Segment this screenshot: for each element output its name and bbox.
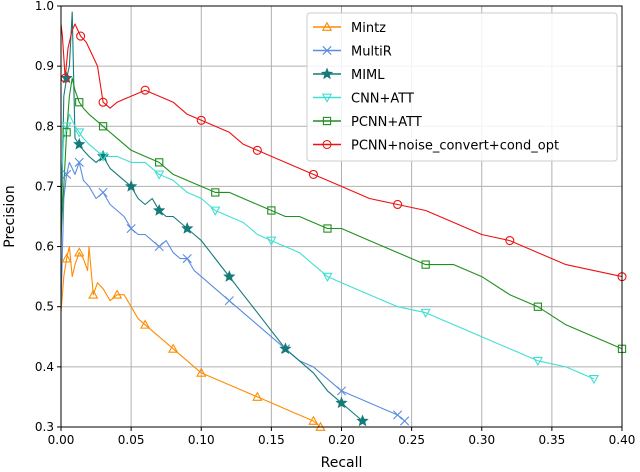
series-point-miml: [279, 342, 292, 355]
series-point-mintz: [111, 289, 123, 299]
series-point-mintz: [308, 415, 319, 425]
legend-marker: [321, 93, 333, 103]
series-point-pcnn-att: [98, 122, 108, 131]
series-point-multir: [126, 223, 136, 234]
y-axis-ticks: 0.3 0.4 0.5 0.6 0.7 0.8 0.9 1.0: [35, 0, 61, 434]
series-point-cnn-att: [532, 356, 543, 367]
legend-label: PCNN+noise_convert+cond_opt: [351, 139, 559, 154]
x-axis-ticks: 0.00 0.05 0.10 0.15 0.20 0.25 0.30 0.35 0.40: [48, 427, 636, 447]
series-point-miml: [335, 396, 348, 409]
series-point-pcnn-noise-convert-cond-opt: [196, 115, 206, 125]
series-point-cnn-att: [97, 152, 109, 162]
series-point-pcnn-noise-convert-cond-opt: [393, 199, 403, 210]
series-line-multir: [60, 161, 405, 422]
legend-label: MultiR: [351, 45, 392, 60]
x-axis-label: Recall: [321, 455, 363, 471]
series-point-cnn-att: [420, 308, 431, 319]
series-point-miml: [356, 414, 369, 427]
legend: Mintz MultiR MIML CNN+ATT PCNN+ATT PCNN+noise…: [306, 12, 618, 162]
series-point-miml: [153, 204, 166, 216]
x-tick-label: 0.30: [468, 433, 495, 447]
x-tick-label: 0.35: [539, 433, 566, 447]
series-point-cnn-att: [266, 236, 277, 246]
series-point-mintz: [168, 343, 179, 353]
legend-marker: [321, 21, 333, 31]
y-tick-label: 0.5: [35, 300, 54, 314]
x-tick-label: 0.00: [48, 433, 75, 447]
series-point-multir: [224, 296, 234, 306]
series-point-mintz: [252, 391, 263, 401]
series-point-mintz: [74, 247, 85, 257]
series-point-pcnn-att: [75, 98, 84, 107]
series-point-miml: [223, 270, 236, 282]
series-point-multir: [98, 187, 108, 198]
series-point-multir: [393, 410, 403, 420]
legend-box: [306, 12, 618, 162]
series-point-pcnn-noise-convert-cond-opt: [76, 31, 86, 41]
series-point-pcnn-att: [267, 206, 276, 215]
series-point-miml: [60, 71, 73, 84]
x-tick-label: 0.25: [398, 433, 425, 447]
x-tick-label: 0.20: [328, 433, 355, 447]
y-axis-label: Precision: [2, 185, 18, 247]
series-line-pcnn-noise-convert-cond-opt: [60, 23, 623, 278]
series-point-multir: [62, 169, 72, 179]
series-point-pcnn-noise-convert-cond-opt: [308, 169, 319, 179]
series-point-pcnn-noise-convert-cond-opt: [505, 236, 515, 246]
series-point-pcnn-noise-convert-cond-opt: [140, 85, 150, 95]
y-tick-label: 1.0: [35, 0, 54, 13]
series-point-pcnn-att: [155, 158, 164, 167]
series-line-mintz: [60, 246, 321, 428]
legend-marker: [322, 45, 332, 56]
series-point-mintz: [196, 367, 207, 377]
series-point-miml: [124, 179, 138, 192]
legend-marker: [322, 116, 332, 126]
series-point-pcnn-noise-convert-cond-opt: [252, 145, 262, 155]
legend-label: PCNN+ATT: [351, 115, 422, 130]
y-tick-label: 0.6: [35, 240, 54, 254]
series-point-multir: [74, 157, 84, 167]
plot-series: [60, 11, 623, 428]
y-tick-label: 0.8: [35, 119, 54, 133]
series-line-cnn-att: [60, 113, 595, 380]
series-point-multir: [154, 241, 164, 252]
y-tick-label: 0.4: [35, 360, 54, 374]
series-point-cnn-att: [210, 206, 221, 216]
x-tick-label: 0.05: [118, 433, 145, 447]
series-point-pcnn-att: [62, 128, 71, 137]
y-tick-label: 0.7: [35, 179, 54, 193]
series-point-cnn-att: [61, 122, 72, 132]
series-point-multir: [400, 416, 410, 426]
series-point-mintz: [61, 253, 72, 263]
series-point-multir: [182, 254, 192, 264]
series-point-miml: [73, 137, 86, 150]
series-point-miml: [181, 222, 194, 234]
series-point-pcnn-att: [323, 224, 332, 233]
y-tick-label: 0.9: [35, 59, 54, 73]
series-point-cnn-att: [322, 272, 333, 282]
series-point-mintz: [88, 289, 99, 299]
x-tick-label: 0.10: [188, 433, 215, 447]
legend-label: MIML: [351, 68, 385, 83]
series-point-cnn-att: [588, 374, 600, 385]
legend-label: Mintz: [351, 21, 386, 36]
series-point-pcnn-att: [533, 302, 542, 311]
legend-label: CNN+ATT: [351, 92, 414, 107]
series-point-pcnn-noise-convert-cond-opt: [98, 97, 108, 107]
series-point-mintz: [140, 319, 151, 329]
legend-marker: [320, 67, 334, 80]
series-point-cnn-att: [74, 128, 85, 138]
legend-marker: [322, 139, 332, 150]
x-tick-label: 0.40: [609, 433, 636, 447]
series-point-cnn-att: [154, 170, 165, 180]
x-tick-label: 0.15: [258, 433, 285, 447]
series-point-pcnn-att: [211, 188, 220, 197]
series-point-multir: [336, 386, 347, 396]
y-tick-label: 0.3: [35, 420, 54, 434]
series-point-pcnn-att: [421, 260, 430, 269]
series-line-pcnn-att: [60, 77, 623, 350]
